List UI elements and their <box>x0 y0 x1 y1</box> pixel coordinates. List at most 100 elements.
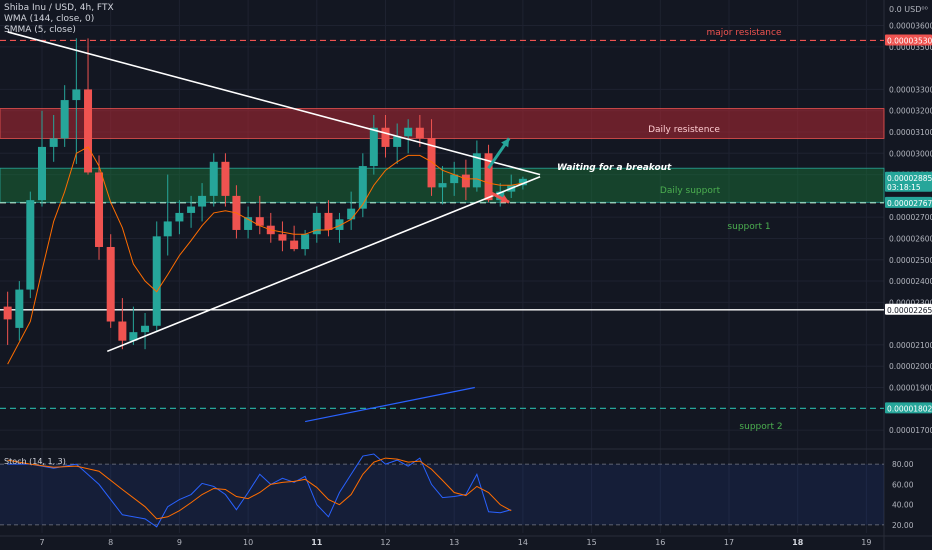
symbol-title[interactable]: Shiba Inu / USD, 4h, FTX <box>4 3 114 13</box>
candle-up <box>209 161 218 196</box>
candle-down <box>484 153 493 201</box>
candle-up <box>129 332 138 341</box>
price-tag-label: 0.00002767 <box>887 199 932 208</box>
candle-down <box>290 240 299 250</box>
price-tick-label: 0.00003500 <box>889 43 932 52</box>
triangle-lower-trendline <box>106 175 541 353</box>
stoch-d-line <box>7 457 512 520</box>
major-resistance-label: major resistance <box>706 28 781 38</box>
smma-indicator-label[interactable]: SMMA (5, close) <box>4 25 76 35</box>
candle-down <box>95 172 104 247</box>
daily-support-label: Daily support <box>660 186 721 196</box>
price-tick-label: 0.00002500 <box>889 256 932 265</box>
stoch-tick-label: 60.00 <box>892 480 914 489</box>
candle-down <box>381 127 390 147</box>
candle-down <box>3 306 12 320</box>
time-tick-label: 13 <box>449 538 459 547</box>
candle-down <box>255 217 264 226</box>
time-tick-label: 8 <box>108 538 113 547</box>
breakout-down-arrow-head <box>500 194 510 203</box>
price-tag-label: 0.00001802 <box>887 404 932 413</box>
price-tick-label: 0.00001900 <box>889 384 932 393</box>
stoch-k-line <box>7 453 512 528</box>
time-tick-label: 19 <box>861 538 871 547</box>
candle-down <box>118 321 127 341</box>
price-tag-label: 0.00003530 <box>887 36 932 45</box>
stoch-tick-label: 20.00 <box>892 521 914 530</box>
candle-up <box>301 234 310 250</box>
time-tick-label: 14 <box>518 538 528 547</box>
candle-up <box>450 174 459 184</box>
time-tick-label: 17 <box>724 538 734 547</box>
candle-up <box>26 200 35 290</box>
candle-down <box>221 161 230 196</box>
price-tick-label: 0.00002600 <box>889 234 932 243</box>
time-tick-label: 7 <box>39 538 44 547</box>
price-tick-label: 0.00003000 <box>889 149 932 158</box>
candle-up <box>163 221 172 237</box>
candle-up <box>518 178 527 186</box>
candle-up <box>312 212 321 235</box>
candle-up <box>175 212 184 222</box>
support2-label: support 2 <box>739 422 782 432</box>
candle-down <box>427 138 436 188</box>
price-tick-label: 0.00002700 <box>889 213 932 222</box>
time-tick-label: 15 <box>587 538 597 547</box>
candle-down <box>84 89 93 173</box>
zones-layer <box>0 108 885 203</box>
support1-label: support 1 <box>727 222 770 232</box>
price-tag <box>885 34 932 46</box>
price-tag <box>885 402 932 414</box>
price-tick-label: 0.00003300 <box>889 85 932 94</box>
candle-up <box>244 217 253 230</box>
time-tick-label: 18 <box>792 538 804 547</box>
lines-layer <box>7 31 541 423</box>
axes-layer: 0.0 USD⁰⁰ 0.00003600 0.00003500 0.00003300 0… <box>39 5 932 547</box>
price-tag <box>885 171 932 192</box>
daily-resistance-label: Daily resistence <box>648 125 720 135</box>
price-tag <box>885 303 932 315</box>
price-tick-label: 0.00003100 <box>889 128 932 137</box>
candle-up <box>369 127 378 167</box>
candle-up <box>60 100 69 139</box>
price-tick-label: 0.00001700 <box>889 426 932 435</box>
stochastic-pane <box>0 453 884 528</box>
time-tick-label: 10 <box>243 538 253 547</box>
daily-resistance-zone <box>0 108 885 139</box>
candle-down <box>324 212 333 230</box>
price-tag-countdown: 03:18:15 <box>887 183 921 192</box>
price-tag <box>885 196 932 208</box>
wma-indicator-label[interactable]: WMA (144, close, 0) <box>4 14 95 24</box>
candle-up <box>38 146 46 201</box>
candle-up <box>49 138 58 147</box>
price-tick-label: 0.00003200 <box>889 107 932 116</box>
candle-down <box>461 174 470 188</box>
candle-down <box>106 246 115 322</box>
waiting-breakout-label: Waiting for a breakout <box>557 163 672 173</box>
candle-up <box>152 236 161 326</box>
time-tick-label: 16 <box>655 538 665 547</box>
candle-up <box>472 153 481 188</box>
smma-line <box>7 146 523 365</box>
breakout-up-arrow-head <box>501 138 510 148</box>
candle-up <box>335 219 344 230</box>
candle-up <box>187 206 196 213</box>
price-tag-label: 0.00002265 <box>887 306 932 315</box>
candle-up <box>393 136 402 147</box>
candle-up <box>358 166 367 209</box>
chart-header: Shiba Inu / USD, 4h, FTX WMA (144, close… <box>4 3 114 36</box>
price-tick-label: 0.00003600 <box>889 22 932 31</box>
price-axis-unit: 0.0 USD⁰⁰ <box>889 5 928 14</box>
wma-line <box>305 386 475 423</box>
time-tick-label: 9 <box>177 538 182 547</box>
price-tick-label: 0.00002300 <box>889 298 932 307</box>
candle-up <box>404 127 413 137</box>
stoch-indicator-label[interactable]: Stoch (14, 1, 3) <box>4 457 66 466</box>
time-tick-label: 11 <box>311 538 323 547</box>
candle-up <box>347 208 356 220</box>
candle-down <box>278 234 287 241</box>
candle-up <box>496 191 505 201</box>
candle-up <box>198 195 207 207</box>
annotations-layer: major resistance Daily resistence Waiting … <box>557 28 783 432</box>
